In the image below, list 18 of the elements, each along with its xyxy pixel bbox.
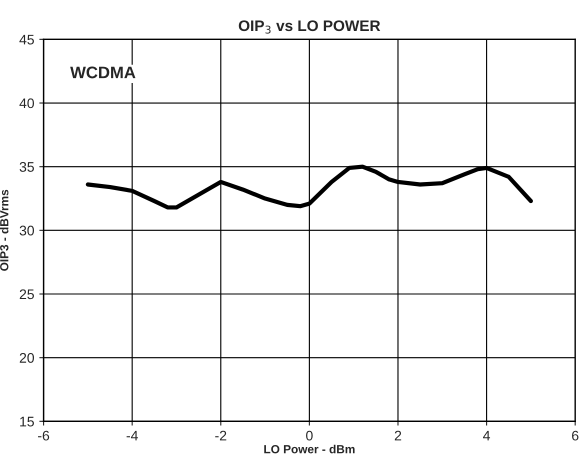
y-tick-label: 15: [20, 416, 34, 426]
y-tick-label: 40: [19, 98, 34, 108]
y-tick-label: 45: [19, 34, 34, 45]
x-tick-label: 6: [572, 430, 578, 441]
y-axis-title: OIP3 - dBVrms: [0, 190, 8, 271]
chart-title: OIP$_{3}$ vs LO POWER: [238, 20, 380, 34]
y-tick-label: 20: [20, 353, 34, 363]
y-tick-label: 35: [20, 162, 34, 172]
x-tick-label: 2: [394, 430, 402, 440]
x-tick-label: 4: [483, 430, 490, 440]
x-tick-label: -6: [38, 430, 50, 441]
annotation: WCDMA: [70, 66, 136, 78]
x-tick-label: 0: [306, 430, 313, 441]
y-tick-label: 25: [20, 289, 34, 300]
y-tick-label: 30: [20, 226, 34, 236]
x-tick-label: -4: [126, 430, 138, 440]
x-tick-label: -2: [215, 430, 226, 440]
x-axis-title: LO Power - dBm: [264, 444, 355, 454]
